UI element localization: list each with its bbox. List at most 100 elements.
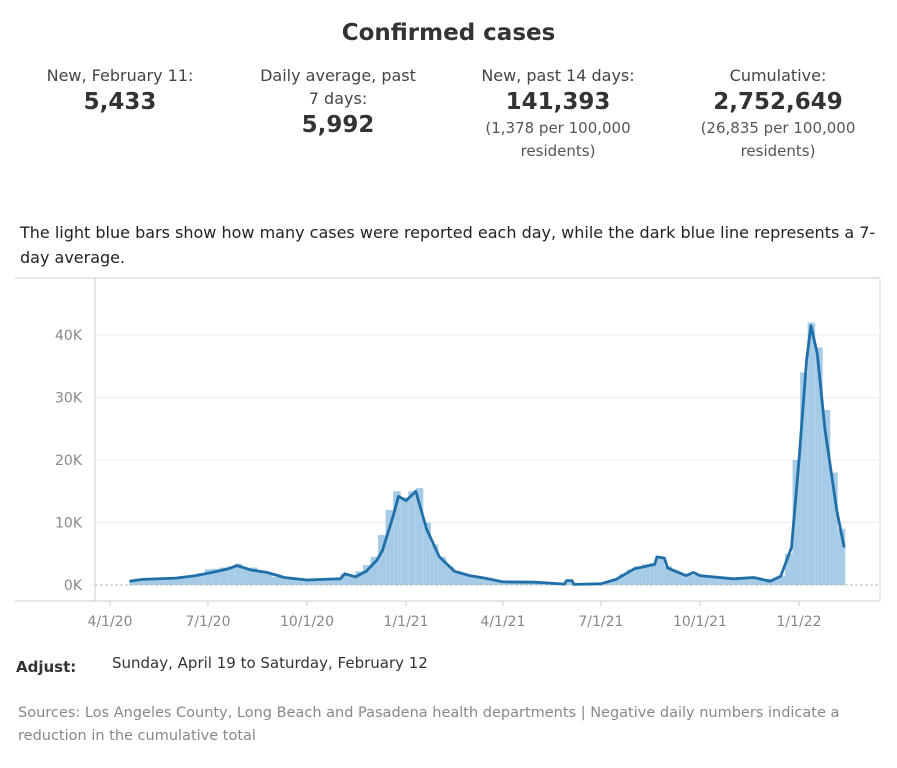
stat-daily-average: Daily average, past 7 days: 5,992 xyxy=(238,64,438,140)
daily-cases-bar xyxy=(174,576,183,585)
daily-cases-bar xyxy=(340,573,348,585)
daily-cases-bar xyxy=(664,566,672,585)
y-tick-label: 20K xyxy=(55,453,83,469)
daily-cases-bar xyxy=(385,510,394,585)
daily-cases-bar xyxy=(702,576,710,585)
daily-cases-bar xyxy=(739,578,748,585)
daily-cases-bar xyxy=(724,578,733,585)
x-tick-label: 10/1/20 xyxy=(280,614,334,630)
daily-cases-bar xyxy=(453,571,461,585)
daily-cases-bar xyxy=(634,566,642,585)
daily-cases-bar xyxy=(129,580,137,585)
daily-cases-bar xyxy=(611,578,620,585)
chart-description: The light blue bars show how many cases … xyxy=(20,223,876,267)
stat-label: Daily average, past 7 days: xyxy=(260,66,416,108)
daily-cases-bar xyxy=(528,582,537,585)
daily-cases-bar xyxy=(257,570,266,585)
daily-cases-bar xyxy=(159,578,168,585)
y-tick-label: 30K xyxy=(55,391,83,407)
daily-cases-bar xyxy=(136,579,145,585)
daily-cases-bar xyxy=(566,581,575,585)
x-tick-label: 4/1/21 xyxy=(480,614,525,630)
daily-cases-bar xyxy=(807,322,816,585)
daily-cases-bar xyxy=(182,576,190,585)
stat-new-today: New, February 11: 5,433 xyxy=(20,64,220,117)
daily-cases-bar xyxy=(513,582,522,585)
stat-value: 5,433 xyxy=(83,89,157,115)
daily-cases-bar xyxy=(754,577,763,585)
daily-cases-bar xyxy=(438,556,446,585)
daily-cases-bar xyxy=(423,522,431,585)
adjust-label: Adjust: xyxy=(16,658,77,676)
stat-value: 2,752,649 xyxy=(713,89,843,115)
daily-cases-bar xyxy=(227,566,235,585)
daily-cases-bar xyxy=(822,410,831,585)
seven-day-average-line xyxy=(129,324,846,586)
daily-cases-bar xyxy=(785,553,793,585)
daily-cases-bar xyxy=(167,578,175,585)
daily-cases-bar xyxy=(679,573,688,585)
stat-value: 141,393 xyxy=(505,89,611,115)
page-title: Confirmed cases xyxy=(341,20,556,46)
daily-cases-bar xyxy=(732,578,740,585)
stat-note: (1,378 per 100,000 residents) xyxy=(485,119,631,160)
daily-cases-bar xyxy=(491,581,499,585)
cases-chart: 0K 10K 20K 30K 40K 4/1/20 7/1/20 10/1/20 1/1/21… xyxy=(15,277,881,630)
daily-cases-bar xyxy=(144,579,152,585)
stat-label: New, February 11: xyxy=(46,66,194,85)
daily-cases-bar xyxy=(355,571,364,585)
daily-cases-bar xyxy=(815,347,823,585)
daily-cases-bar xyxy=(445,566,454,585)
daily-cases-bar xyxy=(197,573,205,585)
daily-cases-bar xyxy=(332,579,341,585)
y-tick-label: 40K xyxy=(55,328,83,344)
stat-value: 5,992 xyxy=(301,112,375,138)
x-tick-label: 4/1/20 xyxy=(87,614,132,630)
daily-cases-bar xyxy=(234,563,243,585)
x-tick-label: 1/1/21 xyxy=(384,614,429,630)
daily-cases-bar xyxy=(830,472,838,585)
daily-cases-bar xyxy=(310,578,318,585)
daily-cases-bar xyxy=(400,497,409,585)
daily-cases-bar xyxy=(483,578,492,585)
daily-cases-bar xyxy=(212,568,220,585)
daily-cases-bar xyxy=(317,578,326,585)
daily-cases-bar xyxy=(649,563,657,585)
daily-cases-bar xyxy=(717,578,725,585)
daily-cases-bar xyxy=(498,581,507,585)
daily-cases-bar xyxy=(408,491,416,585)
daily-cases-bar xyxy=(219,567,228,585)
sources-note: Sources: Los Angeles County, Long Beach … xyxy=(18,705,840,744)
daily-cases-bar xyxy=(151,578,160,585)
daily-cases-bar xyxy=(378,535,386,585)
daily-cases-bar xyxy=(619,573,627,585)
daily-cases-bar xyxy=(769,579,778,585)
x-tick-label: 7/1/20 xyxy=(185,614,230,630)
stat-cumulative: Cumulative: 2,752,649 (26,835 per 100,00… xyxy=(678,64,878,163)
daily-cases-bar xyxy=(302,579,311,585)
daily-cases-bar xyxy=(249,567,258,585)
daily-cases-bar xyxy=(430,544,439,585)
stat-label: New, past 14 days: xyxy=(481,66,635,85)
daily-cases-bar xyxy=(189,575,198,585)
y-tick-label: 0K xyxy=(64,578,83,594)
daily-cases-bar xyxy=(837,528,846,585)
daily-cases-bar xyxy=(393,491,401,585)
daily-cases-bar xyxy=(656,558,665,585)
daily-cases-bar xyxy=(370,556,379,585)
daily-cases-bar xyxy=(641,564,650,585)
daily-cases-bar xyxy=(687,575,695,585)
daily-cases-bar xyxy=(762,578,770,585)
daily-cases-bar xyxy=(800,372,808,585)
daily-cases-bar xyxy=(204,569,213,585)
daily-cases-bar xyxy=(295,579,303,585)
daily-cases-bar xyxy=(709,576,718,585)
stat-label: Cumulative: xyxy=(729,66,827,85)
daily-cases-bar xyxy=(415,488,424,585)
daily-cases-bar xyxy=(280,577,288,585)
daily-cases-bar xyxy=(347,575,356,585)
daily-cases-bar xyxy=(626,569,635,585)
daily-cases-bar xyxy=(694,574,703,585)
x-tick-label: 10/1/21 xyxy=(673,614,727,630)
date-range-filter[interactable]: Sunday, April 19 to Saturday, February 1… xyxy=(112,654,428,672)
